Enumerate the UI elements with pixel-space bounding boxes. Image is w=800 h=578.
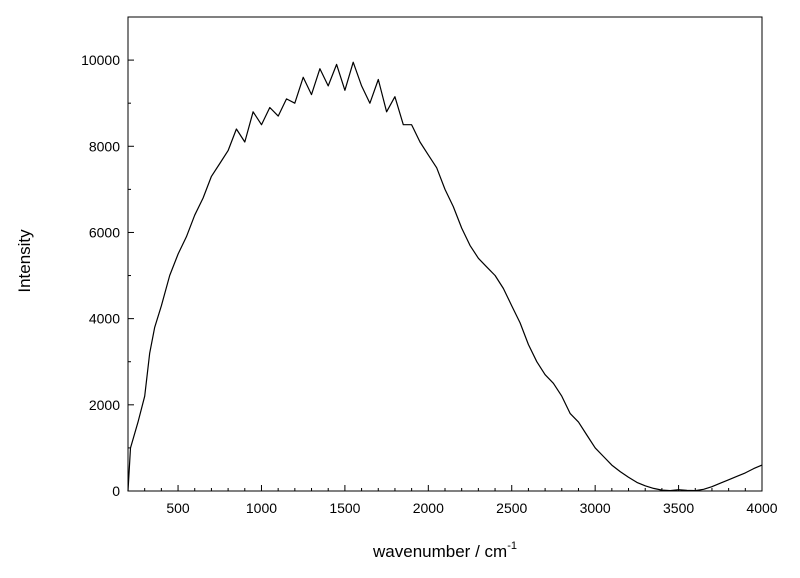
label-layer: wavenumber / cm-1 Intensity bbox=[15, 229, 517, 561]
y-tick-label: 8000 bbox=[89, 138, 120, 154]
x-axis-label-text: wavenumber / cm bbox=[372, 542, 507, 561]
y-tick-label: 6000 bbox=[89, 224, 120, 240]
data-layer bbox=[127, 61, 763, 492]
x-tick-label: 2000 bbox=[413, 500, 444, 516]
x-tick-label: 3000 bbox=[580, 500, 611, 516]
y-tick-label: 10000 bbox=[81, 52, 120, 68]
x-tick-label: 2500 bbox=[496, 500, 527, 516]
x-tick-label: 1000 bbox=[246, 500, 277, 516]
axes-layer: 500 1000 1500 2000 2500 3000 3500 4000 0 2000 4000… bbox=[81, 16, 778, 516]
y-tick-label: 0 bbox=[112, 483, 120, 499]
y-axis-label: Intensity bbox=[15, 229, 34, 293]
y-tick-label: 2000 bbox=[89, 397, 120, 413]
x-tick-label: 4000 bbox=[746, 500, 777, 516]
y-tick-label: 4000 bbox=[89, 311, 120, 327]
spectrum-line-0 bbox=[127, 61, 763, 492]
x-tick-label: 1500 bbox=[329, 500, 360, 516]
x-tick-label: 3500 bbox=[663, 500, 694, 516]
x-tick-label: 500 bbox=[166, 500, 190, 516]
plot-frame bbox=[127, 16, 763, 492]
x-axis-label: wavenumber / cm-1 bbox=[372, 540, 517, 561]
x-axis-label-superscript: -1 bbox=[507, 540, 517, 552]
